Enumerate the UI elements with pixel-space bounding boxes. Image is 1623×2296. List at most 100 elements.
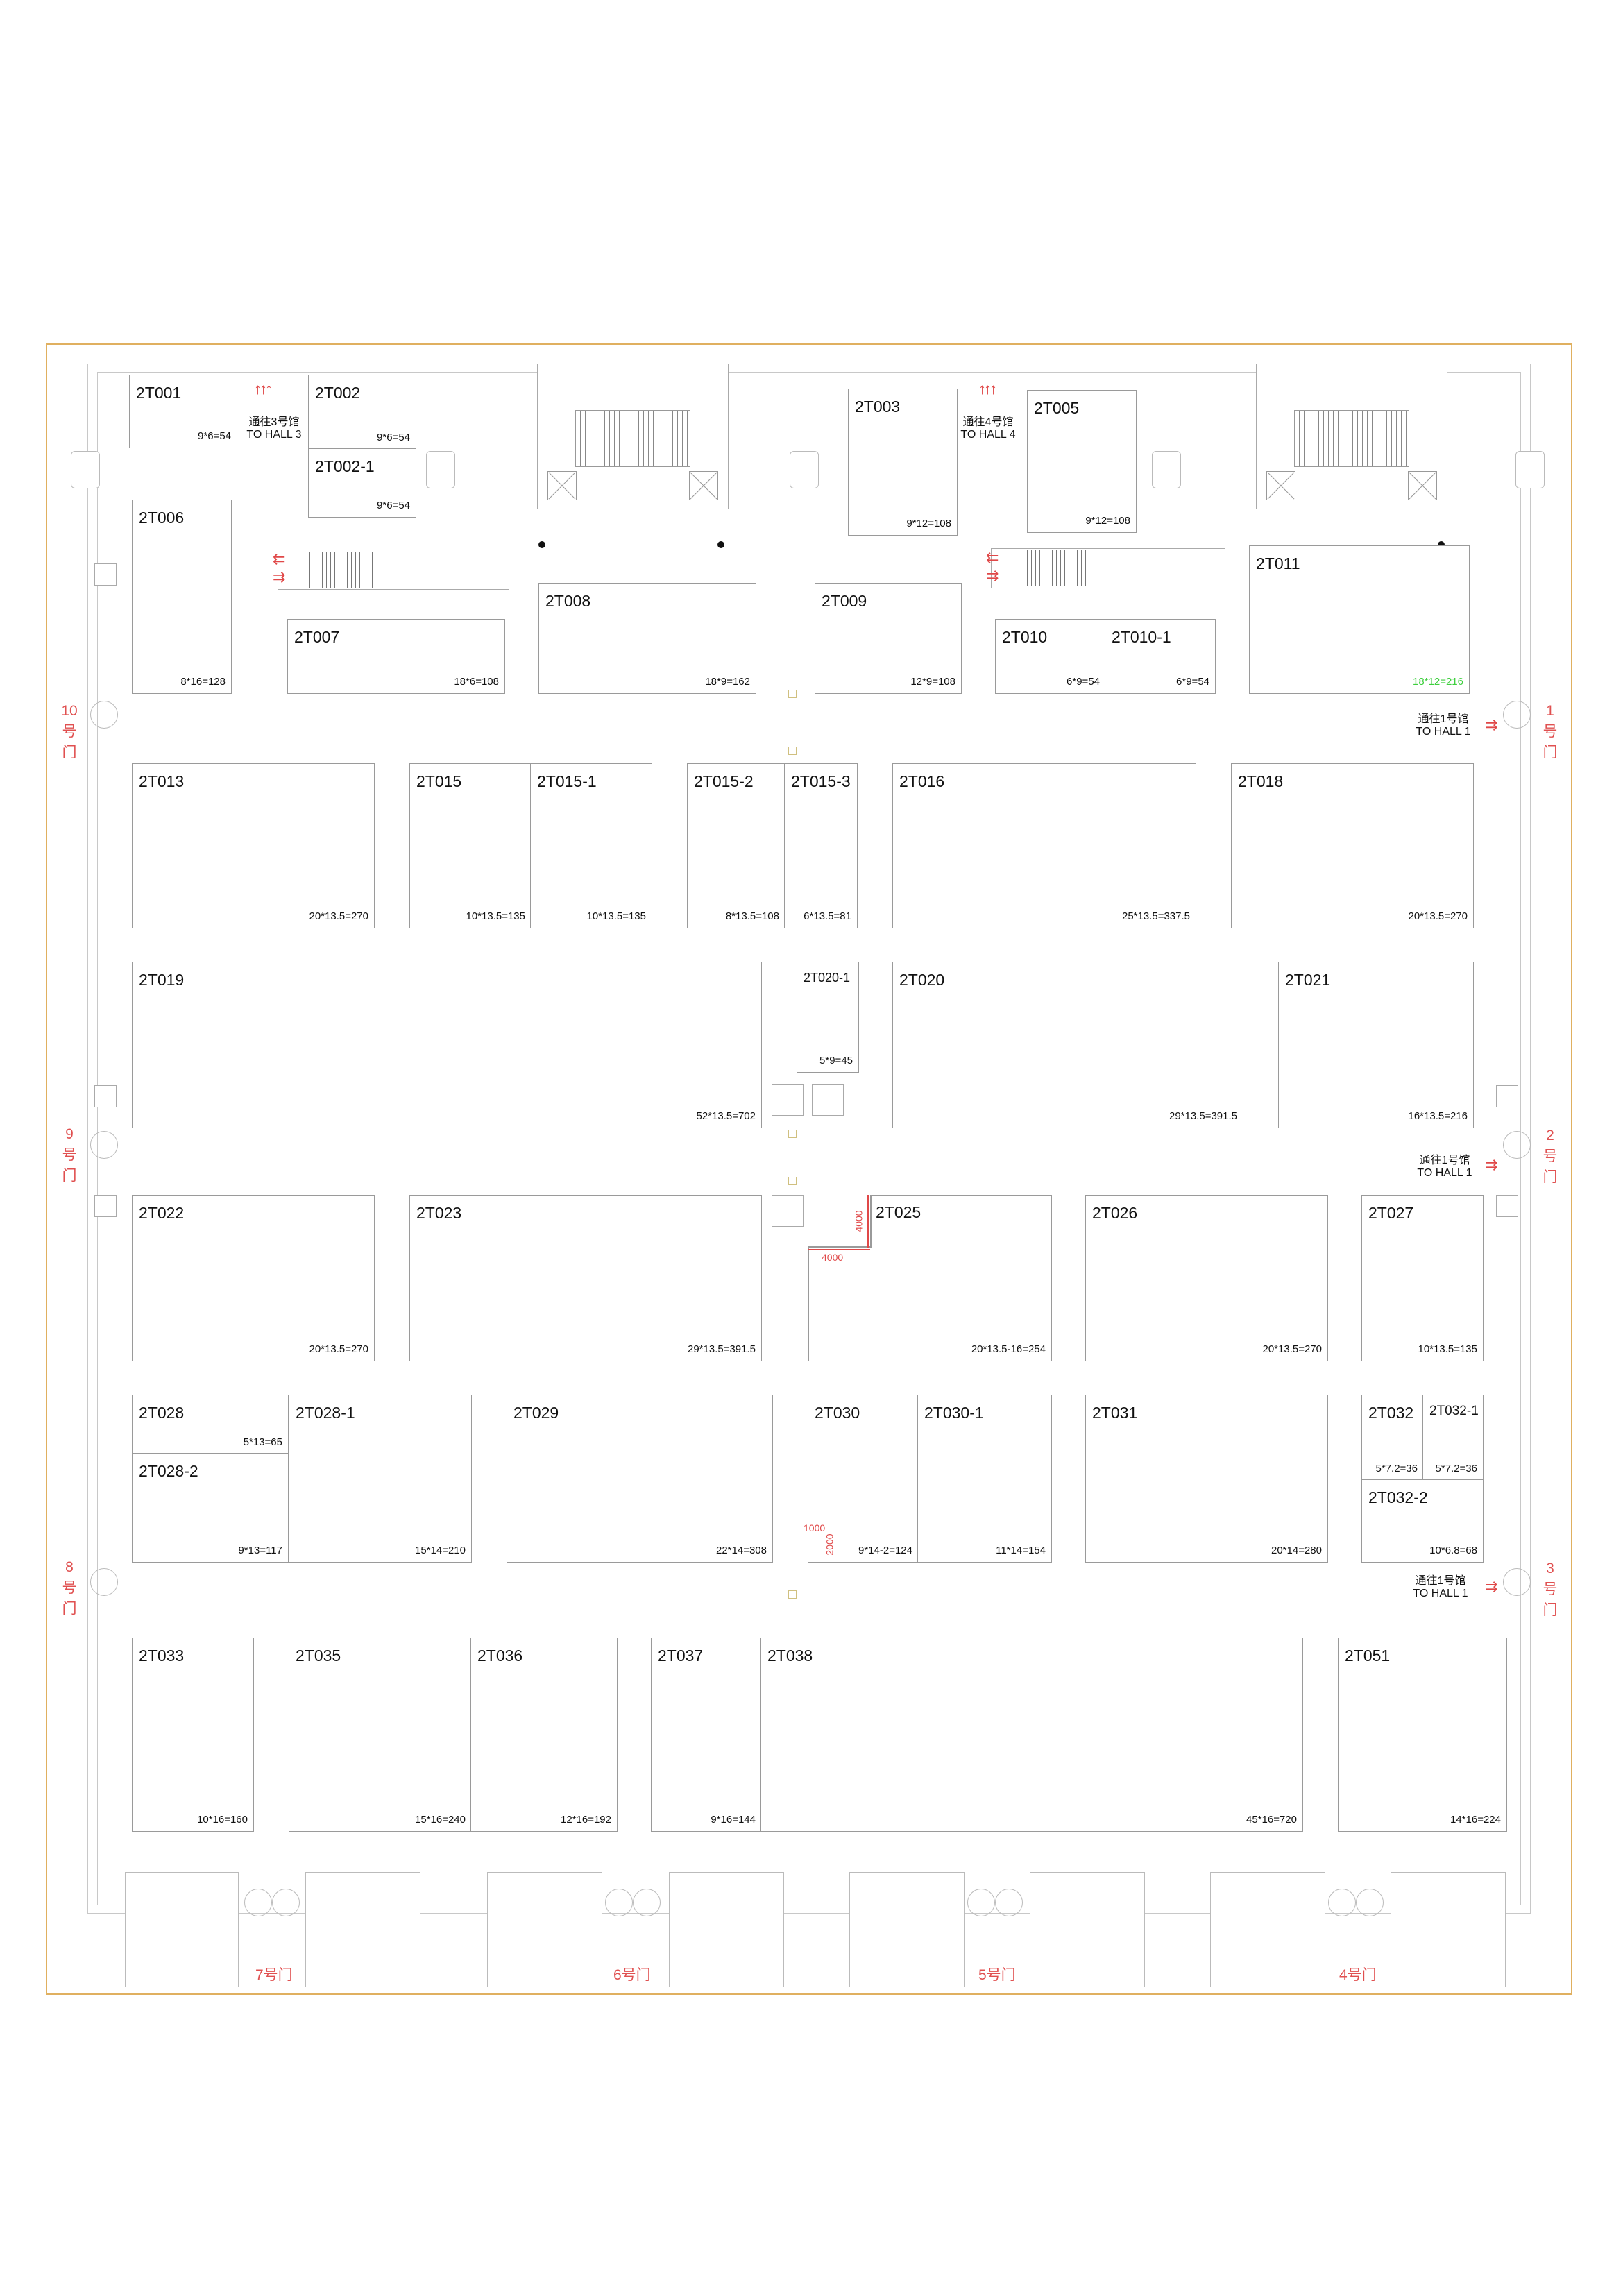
passage-hall4[interactable]: 通往4号馆 TO HALL 4 bbox=[960, 416, 1016, 441]
marker bbox=[788, 1130, 797, 1138]
booth-2T032[interactable]: 2T032 5*7.2=36 bbox=[1361, 1395, 1424, 1481]
door-6[interactable]: 6号门 bbox=[613, 1967, 651, 1983]
passage-hall1-b[interactable]: 通往1号馆 TO HALL 1 bbox=[1417, 1155, 1472, 1179]
column bbox=[94, 1195, 117, 1217]
booth-size: 16*13.5=216 bbox=[1408, 1110, 1468, 1122]
booth-2T030-1[interactable]: 2T030-1 11*14=154 bbox=[917, 1395, 1052, 1563]
passage-hall1-c[interactable]: 通往1号馆 TO HALL 1 bbox=[1413, 1575, 1468, 1599]
door-swing bbox=[90, 701, 118, 729]
booth-id: 2T030-1 bbox=[924, 1404, 984, 1422]
booth-2T008[interactable]: 2T008 18*9=162 bbox=[538, 583, 756, 694]
booth-2T003[interactable]: 2T003 9*12=108 bbox=[848, 389, 958, 536]
booth-id: 2T010 bbox=[1002, 628, 1048, 646]
escalator: ⇇ ⇉ bbox=[986, 548, 1225, 588]
booth-id: 2T031 bbox=[1092, 1404, 1138, 1422]
wall-pillar bbox=[1152, 451, 1181, 488]
booth-size: 15*16=240 bbox=[415, 1814, 466, 1826]
booth-size: 5*7.2=36 bbox=[1375, 1463, 1418, 1474]
booth-2T015[interactable]: 2T015 10*13.5=135 bbox=[409, 763, 532, 928]
door-7[interactable]: 7号门 bbox=[255, 1967, 293, 1983]
booth-2T010-1[interactable]: 2T010-1 6*9=54 bbox=[1105, 619, 1216, 694]
door-5[interactable]: 5号门 bbox=[978, 1967, 1016, 1983]
booth-2T027[interactable]: 2T027 10*13.5=135 bbox=[1361, 1195, 1484, 1361]
booth-2T021[interactable]: 2T021 16*13.5=216 bbox=[1278, 962, 1474, 1128]
entrance-arrows-icon: ⇉ bbox=[1485, 716, 1498, 733]
passage-hall1-a[interactable]: 通往1号馆 TO HALL 1 bbox=[1416, 713, 1471, 738]
booth-2T025[interactable]: 2T025 20*13.5-16=254 bbox=[808, 1195, 1052, 1361]
booth-size: 9*6=54 bbox=[198, 430, 231, 442]
booth-2T037[interactable]: 2T037 9*16=144 bbox=[651, 1638, 762, 1832]
booth-2T001[interactable]: 2T001 9*6=54 bbox=[129, 375, 237, 448]
booth-2T011[interactable]: 2T011 18*12=216 bbox=[1249, 545, 1470, 694]
booth-2T013[interactable]: 2T013 20*13.5=270 bbox=[132, 763, 375, 928]
booth-2T036[interactable]: 2T036 12*16=192 bbox=[470, 1638, 618, 1832]
booth-2T009[interactable]: 2T009 12*9=108 bbox=[815, 583, 962, 694]
column bbox=[772, 1195, 804, 1227]
column-dot bbox=[538, 541, 545, 548]
booth-id: 2T015 bbox=[416, 772, 462, 790]
booth-2T038[interactable]: 2T038 45*16=720 bbox=[760, 1638, 1303, 1832]
booth-2T033[interactable]: 2T033 10*16=160 bbox=[132, 1638, 254, 1832]
booth-2T015-1[interactable]: 2T015-1 10*13.5=135 bbox=[530, 763, 652, 928]
booth-id: 2T013 bbox=[139, 772, 185, 790]
booth-size: 20*14=280 bbox=[1271, 1545, 1322, 1556]
exterior-block bbox=[849, 1872, 965, 1987]
booth-size: 9*6=54 bbox=[377, 432, 410, 443]
booth-2T028[interactable]: 2T028 5*13=65 bbox=[132, 1395, 289, 1454]
booth-size: 12*16=192 bbox=[561, 1814, 611, 1826]
booth-2T015-2[interactable]: 2T015-2 8*13.5=108 bbox=[687, 763, 785, 928]
booth-2T019[interactable]: 2T019 52*13.5=702 bbox=[132, 962, 762, 1128]
entrance-arrows-icon: ⇉ bbox=[1485, 1578, 1498, 1595]
booth-2T023[interactable]: 2T023 29*13.5=391.5 bbox=[409, 1195, 762, 1361]
booth-2T016[interactable]: 2T016 25*13.5=337.5 bbox=[892, 763, 1196, 928]
door-swing bbox=[633, 1889, 661, 1916]
dimension-small-height: 2000 bbox=[824, 1533, 835, 1556]
booth-size: 14*16=224 bbox=[1450, 1814, 1501, 1826]
booth-id: 2T003 bbox=[855, 398, 901, 416]
booth-id: 2T033 bbox=[139, 1647, 185, 1665]
booth-2T035[interactable]: 2T035 15*16=240 bbox=[289, 1638, 472, 1832]
booth-2T032-2[interactable]: 2T032-2 10*6.8=68 bbox=[1361, 1479, 1484, 1563]
column bbox=[1496, 1195, 1518, 1217]
dimension-small-width: 1000 bbox=[804, 1522, 826, 1533]
column-dot bbox=[1438, 541, 1445, 548]
booth-2T005[interactable]: 2T005 9*12=108 bbox=[1027, 390, 1137, 533]
booth-size: 9*12=108 bbox=[906, 518, 951, 529]
booth-2T018[interactable]: 2T018 20*13.5=270 bbox=[1231, 763, 1474, 928]
booth-size: 15*14=210 bbox=[415, 1545, 466, 1556]
booth-2T051[interactable]: 2T051 14*16=224 bbox=[1338, 1638, 1507, 1832]
booth-2T007[interactable]: 2T007 18*6=108 bbox=[287, 619, 505, 694]
booth-2T015-3[interactable]: 2T015-3 6*13.5=81 bbox=[784, 763, 858, 928]
booth-2T020[interactable]: 2T020 29*13.5=391.5 bbox=[892, 962, 1243, 1128]
booth-2T006[interactable]: 2T006 8*16=128 bbox=[132, 500, 232, 694]
booth-id: 2T016 bbox=[899, 772, 945, 790]
booth-2T028-1[interactable]: 2T028-1 15*14=210 bbox=[289, 1395, 472, 1563]
booth-2T020-1[interactable]: 2T020-1 5*9=45 bbox=[797, 962, 859, 1073]
entrance-arrows-icon: ↑↑↑ bbox=[978, 380, 997, 398]
booth-2T028-2[interactable]: 2T028-2 9*13=117 bbox=[132, 1453, 289, 1563]
booth-2T002-1[interactable]: 2T002-1 9*6=54 bbox=[308, 448, 416, 518]
booth-2T031[interactable]: 2T031 20*14=280 bbox=[1085, 1395, 1328, 1563]
booth-id: 2T007 bbox=[294, 628, 340, 646]
booth-size: 9*6=54 bbox=[377, 500, 410, 511]
passage-hall3[interactable]: 通往3号馆 TO HALL 3 bbox=[246, 416, 302, 441]
booth-2T002[interactable]: 2T002 9*6=54 bbox=[308, 375, 416, 450]
booth-2T022[interactable]: 2T022 20*13.5=270 bbox=[132, 1195, 375, 1361]
door-4[interactable]: 4号门 bbox=[1339, 1967, 1377, 1983]
booth-2T032-1[interactable]: 2T032-1 5*7.2=36 bbox=[1422, 1395, 1484, 1481]
booth-size: 5*13=65 bbox=[243, 1436, 282, 1448]
door-10[interactable]: 10 号门 bbox=[61, 703, 78, 760]
booth-size: 6*9=54 bbox=[1067, 676, 1100, 688]
booth-2T029[interactable]: 2T029 22*14=308 bbox=[507, 1395, 773, 1563]
booth-2T010[interactable]: 2T010 6*9=54 bbox=[995, 619, 1106, 694]
booth-size: 20*13.5=270 bbox=[1262, 1343, 1322, 1355]
booth-size: 10*6.8=68 bbox=[1429, 1545, 1477, 1556]
column bbox=[94, 1085, 117, 1107]
booth-2T026[interactable]: 2T026 20*13.5=270 bbox=[1085, 1195, 1328, 1361]
map-frame bbox=[46, 343, 1572, 1995]
